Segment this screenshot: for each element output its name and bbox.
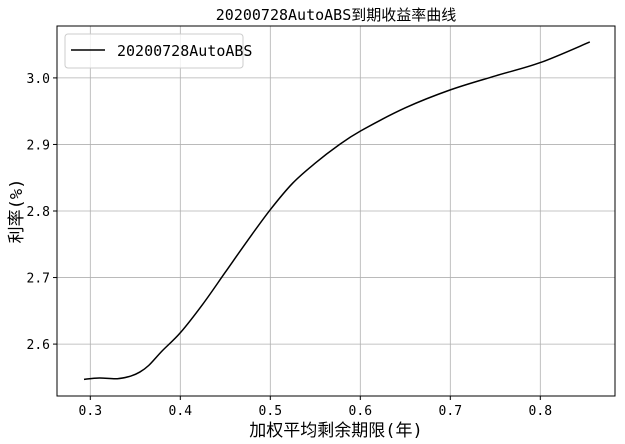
y-tick-label: 3.0: [27, 72, 50, 87]
ticks: 0.3 0.4 0.5 0.6 0.7 0.8 2.6 2.7 2.8 2.9 3.0: [27, 72, 553, 419]
series-line: [83, 41, 591, 381]
y-tick-label: 2.9: [27, 138, 50, 153]
x-tick-label: 0.3: [79, 404, 102, 419]
y-tick-label: 2.6: [27, 338, 50, 353]
y-tick-label: 2.7: [27, 272, 50, 287]
y-tick-label: 2.8: [27, 205, 50, 220]
x-tick-label: 0.8: [529, 404, 552, 419]
chart-title: 20200728AutoABS到期收益率曲线: [216, 6, 456, 24]
legend-box: [64, 33, 244, 69]
x-tick-label: 0.5: [259, 404, 282, 419]
legend: 20200728AutoABS: [64, 33, 252, 69]
x-tick-label: 0.6: [349, 404, 372, 419]
plot-frame: [56, 25, 616, 397]
series: [83, 41, 591, 381]
grid: [57, 26, 615, 396]
y-axis-label: 利率(%): [7, 179, 27, 244]
x-tick-label: 0.4: [169, 404, 193, 419]
legend-label: 20200728AutoABS: [117, 42, 252, 60]
x-tick-label: 0.7: [439, 404, 462, 419]
x-axis-label: 加权平均剩余期限(年): [249, 421, 422, 441]
